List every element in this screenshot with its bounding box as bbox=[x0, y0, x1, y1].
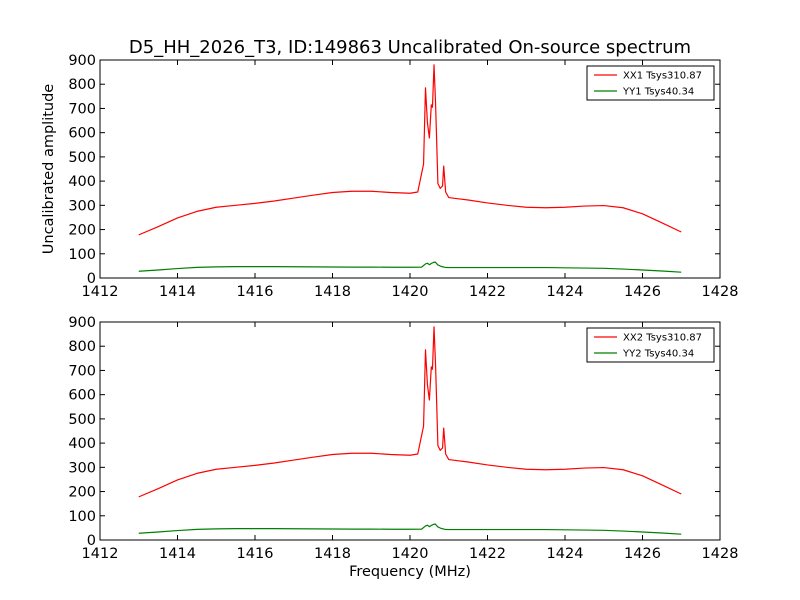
bottom-panel: 1412 1414 1416 1418 1420 1422 1424 1426 1428 0 100… bbox=[68, 315, 738, 562]
series-line-xx2 bbox=[138, 326, 682, 498]
x-tick-label: 1420 bbox=[392, 546, 429, 562]
y-tick-label: 400 bbox=[68, 436, 96, 452]
y-tick-label: 200 bbox=[68, 485, 96, 501]
legend-box bbox=[586, 327, 715, 363]
legend-entry-label: XX1 Tsys310.87 bbox=[623, 71, 702, 82]
x-tick-label: 1416 bbox=[237, 546, 274, 562]
y-axis-label: Uncalibrated amplitude bbox=[41, 84, 57, 255]
x-tick-label: 1412 bbox=[82, 546, 119, 562]
x-tick-label: 1426 bbox=[624, 284, 661, 300]
y-tick-label: 300 bbox=[68, 198, 96, 214]
y-tick-label: 300 bbox=[68, 460, 96, 476]
legend-box bbox=[586, 65, 715, 101]
x-tick-label: 1422 bbox=[469, 546, 506, 562]
y-tick-label: 0 bbox=[87, 271, 96, 287]
y-tick-label: 100 bbox=[68, 509, 96, 525]
legend: XX2 Tsys310.87 YY2 Tsys40.34 bbox=[586, 327, 715, 363]
x-tick-label: 1412 bbox=[82, 284, 119, 300]
x-tick-label: 1414 bbox=[159, 284, 196, 300]
y-tick-label: 400 bbox=[68, 174, 96, 190]
legend: XX1 Tsys310.87 YY1 Tsys40.34 bbox=[586, 65, 715, 101]
legend-entry-label: YY2 Tsys40.34 bbox=[622, 349, 694, 360]
x-tick-label: 1424 bbox=[547, 546, 584, 562]
y-tick-label: 500 bbox=[68, 150, 96, 166]
top-panel: 1412 1414 1416 1418 1420 1422 1424 1426 1428 0 100… bbox=[68, 53, 738, 300]
y-tick-label: 600 bbox=[68, 388, 96, 404]
y-tick-label: 600 bbox=[68, 126, 96, 142]
x-tick-label: 1418 bbox=[314, 284, 351, 300]
x-tick-label: 1416 bbox=[237, 284, 274, 300]
y-tick-label: 900 bbox=[68, 315, 96, 331]
figure-title: D5_HH_2026_T3, ID:149863 Uncalibrated On… bbox=[129, 37, 691, 58]
y-tick-label: 900 bbox=[68, 53, 96, 69]
y-tick-label: 200 bbox=[68, 223, 96, 239]
y-tick-label: 800 bbox=[68, 339, 96, 355]
x-tick-label: 1428 bbox=[702, 546, 739, 562]
y-tick-label: 0 bbox=[87, 533, 96, 549]
legend-entry-label: XX2 Tsys310.87 bbox=[623, 333, 702, 344]
x-tick-label: 1414 bbox=[159, 546, 196, 562]
series-line-xx1 bbox=[138, 64, 682, 236]
y-tick-label: 800 bbox=[68, 77, 96, 93]
y-tick-label: 700 bbox=[68, 101, 96, 117]
x-tick-label: 1424 bbox=[547, 284, 584, 300]
y-tick-label: 500 bbox=[68, 412, 96, 428]
series-line-yy1 bbox=[138, 261, 682, 273]
legend-entry-label: YY1 Tsys40.34 bbox=[622, 87, 694, 98]
x-tick-label: 1418 bbox=[314, 546, 351, 562]
x-tick-label: 1426 bbox=[624, 546, 661, 562]
series-line-yy2 bbox=[138, 523, 682, 535]
y-tick-label: 700 bbox=[68, 363, 96, 379]
x-tick-label: 1422 bbox=[469, 284, 506, 300]
y-tick-label: 100 bbox=[68, 247, 96, 263]
x-tick-label: 1428 bbox=[702, 284, 739, 300]
x-tick-label: 1420 bbox=[392, 284, 429, 300]
x-axis-label: Frequency (MHz) bbox=[349, 564, 471, 580]
